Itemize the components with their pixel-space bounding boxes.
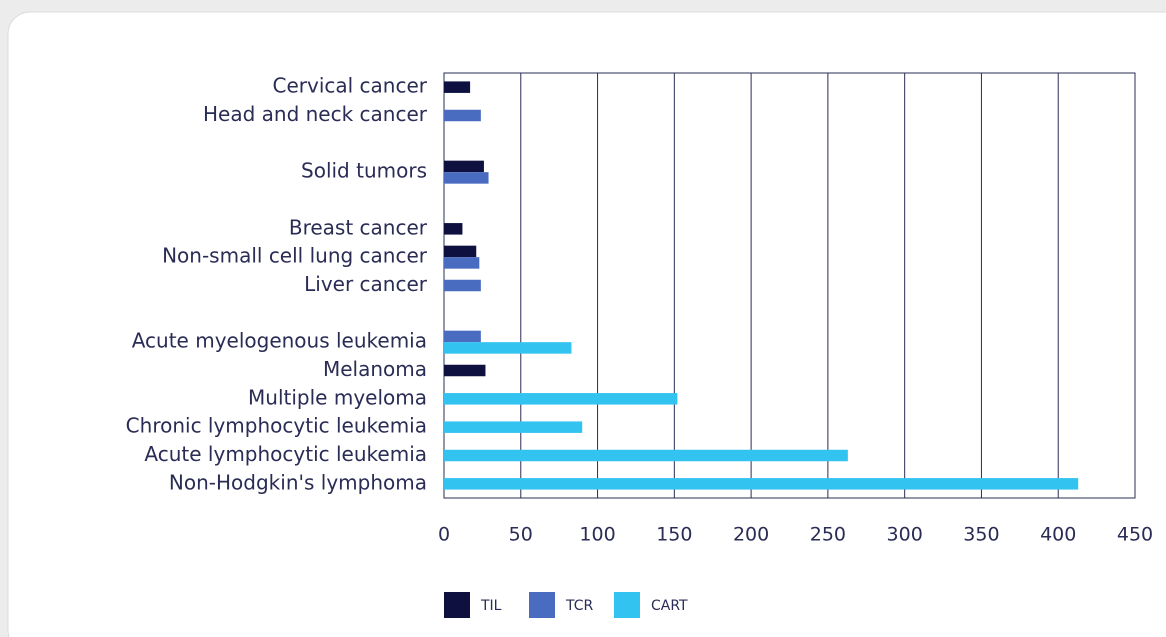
bar <box>444 393 678 405</box>
bar <box>444 421 583 433</box>
legend-swatch <box>529 592 555 618</box>
bar <box>444 257 480 269</box>
x-tick-label: 50 <box>509 524 533 546</box>
y-tick-label: Acute lymphocytic leukemia <box>144 442 427 466</box>
legend-swatch <box>614 592 640 618</box>
x-tick-label: 200 <box>733 524 769 546</box>
legend-label: CART <box>651 598 688 614</box>
y-tick-label: Liver cancer <box>304 272 428 296</box>
legend-label: TCR <box>565 598 594 614</box>
x-tick-label: 150 <box>656 524 692 546</box>
x-tick-label: 450 <box>1117 524 1153 546</box>
y-tick-label: Acute myelogenous leukemia <box>132 329 427 353</box>
bar <box>444 160 484 173</box>
bar <box>444 81 471 93</box>
bar <box>444 478 1079 490</box>
bar <box>444 109 481 122</box>
y-tick-label: Solid tumors <box>301 159 427 183</box>
x-tick-label: 350 <box>963 524 999 546</box>
x-tick-label: 400 <box>1040 524 1076 546</box>
bar <box>444 364 486 377</box>
bar <box>444 245 477 258</box>
bar <box>444 342 572 354</box>
x-tick-label: 300 <box>887 524 923 546</box>
x-tick-label: 250 <box>810 524 846 546</box>
bar <box>444 330 481 343</box>
bar <box>444 449 848 462</box>
bar <box>444 172 489 184</box>
bar <box>444 223 463 235</box>
y-tick-label: Non-small cell lung cancer <box>162 244 428 268</box>
y-tick-label: Breast cancer <box>289 215 428 239</box>
y-tick-label: Head and neck cancer <box>203 102 428 126</box>
y-tick-label: Multiple myeloma <box>248 385 427 409</box>
x-tick-label: 0 <box>438 524 450 546</box>
y-tick-label: Non-Hodgkin's lymphoma <box>169 470 427 494</box>
x-tick-label: 100 <box>579 524 615 546</box>
y-tick-label: Melanoma <box>323 357 427 381</box>
bar <box>444 279 481 292</box>
legend-swatch <box>444 592 470 618</box>
legend-label: TIL <box>480 598 502 614</box>
y-tick-label: Cervical cancer <box>272 74 427 98</box>
y-tick-label: Chronic lymphocytic leukemia <box>126 414 427 438</box>
